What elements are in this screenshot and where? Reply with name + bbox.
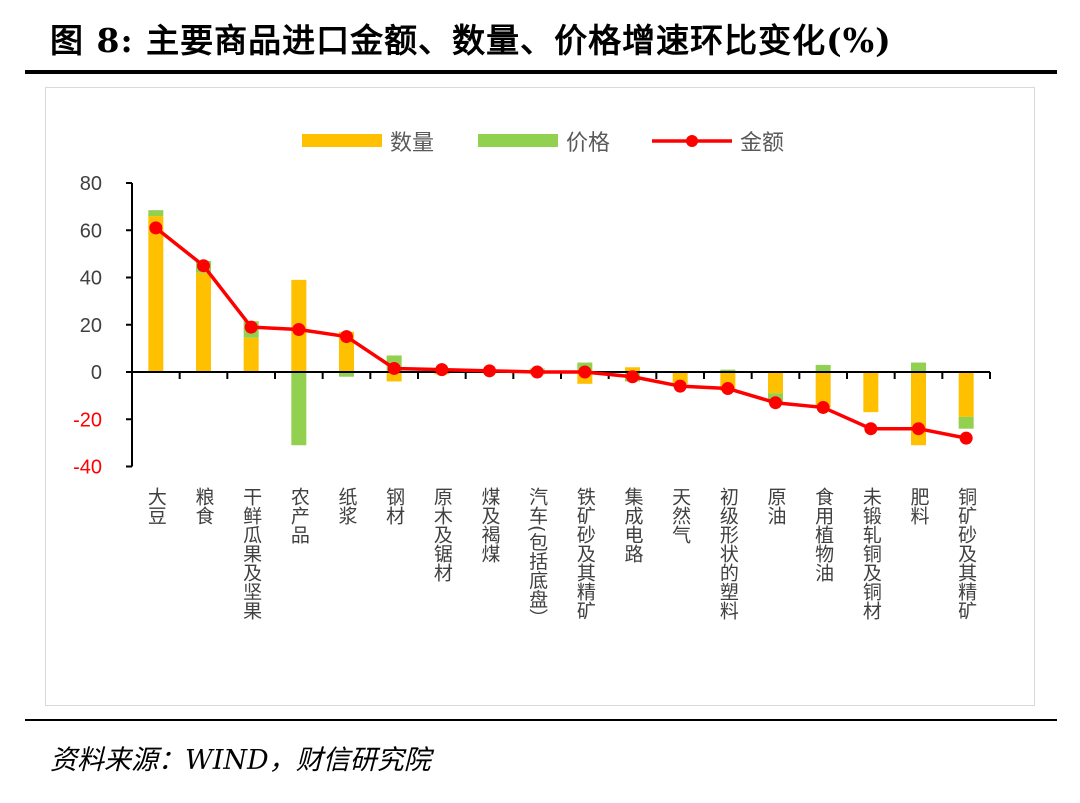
amount-point: [387, 361, 401, 375]
x-tick-label: 纸浆: [335, 487, 358, 525]
legend-label: 金额: [740, 131, 784, 156]
quantity-bar: [958, 372, 974, 417]
y-tick-label: 40: [80, 268, 102, 290]
x-tick-label: 铁矿砂及其精矿: [573, 487, 596, 620]
quantity-bar: [768, 372, 783, 394]
x-tick-label: 原木及锯材: [430, 487, 453, 582]
legend-marker-amount: [686, 135, 698, 147]
quantity-bar: [386, 372, 402, 382]
amount-point: [673, 379, 687, 393]
legend-swatch-price: [478, 134, 558, 147]
legend-label: 数量: [390, 131, 434, 156]
x-tick-label: 农产品: [287, 487, 310, 544]
amount-point: [721, 382, 735, 396]
amount-point: [149, 221, 163, 235]
x-tick-label: 初级形状的塑料: [716, 487, 739, 620]
quantity-bar: [243, 337, 259, 372]
amount-point: [912, 422, 925, 436]
amount-point: [197, 259, 210, 273]
price-bar: [148, 210, 164, 217]
amount-line: [154, 226, 967, 440]
x-tick-label: 铜矿砂及其精矿: [955, 487, 978, 620]
quantity-bar: [148, 216, 164, 372]
x-tick-label: 汽车(包括底盘）: [526, 487, 549, 628]
x-tick-label: 大豆: [144, 487, 167, 525]
x-tick-label: 食用植物油: [812, 487, 835, 582]
source-rule: [25, 719, 1057, 721]
quantity-bar: [815, 372, 831, 408]
x-tick-label: 粮食: [192, 487, 215, 525]
amount-point: [816, 400, 830, 414]
amount-point: [530, 365, 544, 379]
x-tick-label: 未锻轧铜及铜材: [859, 487, 882, 620]
quantity-bar: [863, 372, 879, 413]
price-bar: [291, 372, 307, 446]
y-tick-label: 80: [80, 173, 102, 195]
legend-swatch-quantity: [302, 134, 382, 147]
amount-point: [959, 431, 973, 445]
quantity-bar: [625, 367, 640, 372]
x-tick-label: 干鲜瓜果及坚果: [240, 487, 263, 620]
figure-title: 图 8: 主要商品进口金额、数量、价格增速环比变化(%): [50, 21, 892, 60]
x-tick-label: 天然气: [669, 487, 692, 544]
x-tick-label: 集成电路: [621, 487, 644, 563]
quantity-bar: [196, 272, 211, 372]
amount-point: [483, 364, 496, 378]
amount-point: [864, 422, 878, 436]
y-tick-label: -40: [73, 457, 102, 479]
amount-point: [340, 330, 353, 344]
legend-label: 价格: [566, 131, 610, 156]
x-tick-label: 原油: [764, 487, 787, 525]
x-tick-label: 煤及褐煤: [478, 487, 501, 563]
price-bar: [958, 416, 974, 429]
quantity-bar: [672, 372, 688, 384]
title-rule: [25, 70, 1057, 74]
y-tick-label: -20: [73, 409, 102, 431]
price-bar: [339, 372, 354, 377]
source-note: 资料来源：WIND，财信研究院: [50, 745, 431, 776]
y-tick-label: 20: [80, 315, 102, 337]
quantity-bar: [339, 331, 354, 372]
x-tick-label: 肥料: [907, 487, 930, 525]
y-tick-label: 60: [80, 220, 102, 242]
x-tick-label: 钢材: [383, 487, 406, 525]
amount-point: [292, 322, 306, 336]
price-bar: [815, 364, 831, 372]
amount-point: [769, 396, 782, 410]
amount-point: [626, 370, 639, 384]
price-bar: [911, 362, 926, 372]
legend: 数量 价格 金额: [302, 131, 784, 156]
amount-point: [244, 320, 258, 334]
y-tick-label: 0: [91, 362, 102, 384]
amount-point: [578, 365, 592, 379]
price-bar: [720, 369, 736, 372]
chart-frame: [45, 87, 1035, 706]
amount-point: [435, 363, 449, 377]
